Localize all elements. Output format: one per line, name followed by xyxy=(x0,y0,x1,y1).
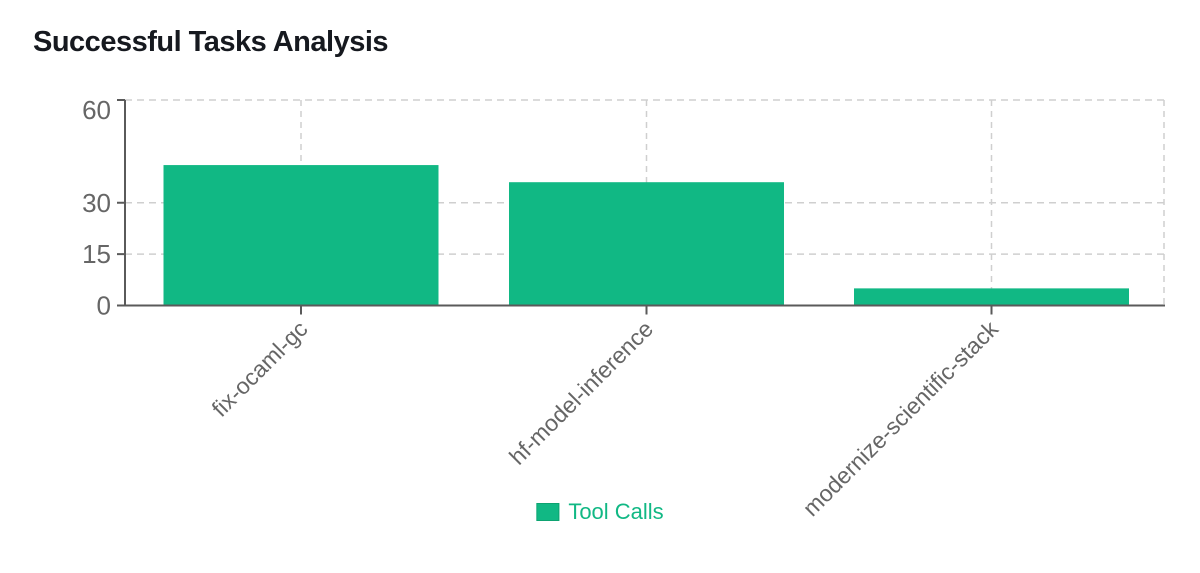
y-tick-label: 0 xyxy=(97,291,111,321)
x-tick-label: modernize-scientific-stack xyxy=(798,315,1004,521)
legend-label: Tool Calls xyxy=(568,499,664,524)
legend[interactable]: Tool Calls xyxy=(536,499,664,524)
chart-title: Successful Tasks Analysis xyxy=(33,26,389,58)
bar-modernize-scientific-stack[interactable] xyxy=(854,288,1129,306)
y-tick-label: 60 xyxy=(82,95,111,125)
y-tick-label: 15 xyxy=(82,239,111,269)
y-tick-label: 30 xyxy=(82,188,111,218)
bar-fix-ocaml-gc[interactable] xyxy=(163,165,439,306)
x-tick-label: fix-ocaml-gc xyxy=(206,316,312,422)
x-tick-label: hf-model-inference xyxy=(504,316,658,470)
legend-swatch-icon xyxy=(536,503,560,521)
bar-hf-model-inference[interactable] xyxy=(509,182,784,306)
